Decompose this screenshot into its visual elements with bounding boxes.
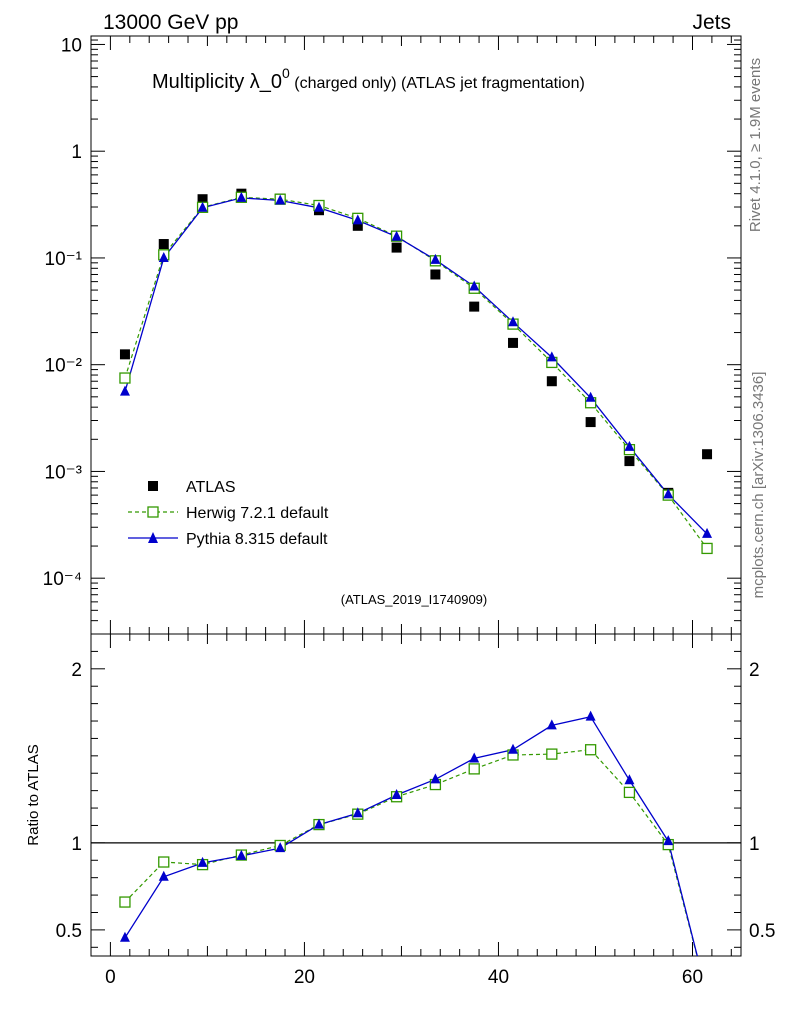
x-tick-label: 0 bbox=[105, 967, 116, 988]
pythia-ratio-point bbox=[119, 931, 130, 942]
pythia-point bbox=[702, 527, 713, 538]
pythia-ratio-point bbox=[585, 710, 596, 721]
pythia-ratio-point bbox=[508, 743, 519, 754]
herwig-ratio-point bbox=[584, 744, 597, 756]
pythia-ratio-point bbox=[275, 842, 286, 853]
pythia-ratio-point bbox=[546, 719, 557, 730]
axes-layer: 10 1 10⁻¹ 10⁻² 10⁻³ 10⁻⁴ 0 20 40 60 0.5 0.5 1 1 2 2 bbox=[43, 35, 776, 988]
atlas-point bbox=[624, 456, 635, 467]
pythia-point bbox=[119, 385, 130, 396]
ratio-axis-label: Ratio to ATLAS bbox=[25, 744, 42, 845]
ratio-y-tick-label-right: 1 bbox=[749, 834, 760, 855]
legend-pythia-marker bbox=[148, 532, 158, 543]
pythia-ratio-point bbox=[469, 752, 480, 763]
pythia-ratio-point bbox=[352, 807, 363, 818]
main-y-tick-label: 10⁻⁴ bbox=[43, 569, 82, 590]
legend-pythia-label: Pythia 8.315 default bbox=[186, 531, 328, 548]
ratio-y-tick-label-left: 1 bbox=[71, 834, 82, 855]
atlas-point bbox=[469, 301, 480, 312]
pythia-ratio-point bbox=[158, 870, 169, 881]
herwig-ratio-point bbox=[546, 748, 558, 760]
herwig-point bbox=[119, 372, 131, 384]
pythia-point bbox=[624, 440, 635, 451]
legend-atlas-label: ATLAS bbox=[186, 479, 236, 496]
atlas-point bbox=[546, 376, 557, 387]
pythia-point bbox=[313, 201, 324, 212]
ratio-y-tick-label-left: 2 bbox=[71, 660, 82, 681]
pythia-ratio-point bbox=[430, 773, 441, 784]
atlas-point bbox=[702, 449, 713, 460]
ratio-y-tick-label-left: 0.5 bbox=[56, 921, 82, 942]
ratio-y-tick-label-right: 2 bbox=[749, 660, 760, 681]
herwig-ratio-point bbox=[468, 763, 480, 775]
ratio-y-tick-label-right: 0.5 bbox=[749, 921, 775, 942]
pythia-point bbox=[430, 253, 441, 264]
series-layer bbox=[119, 188, 713, 956]
legend-atlas-marker bbox=[148, 481, 158, 491]
main-y-tick-label: 10⁻³ bbox=[45, 462, 83, 483]
plot-title: Multiplicity λ_00 (charged only) (ATLAS … bbox=[152, 65, 585, 93]
pythia-point bbox=[236, 191, 247, 202]
pythia-point bbox=[197, 201, 208, 212]
legend-herwig-marker bbox=[147, 506, 159, 518]
analysis-id-label: (ATLAS_2019_I1740909) bbox=[341, 592, 487, 607]
legend-herwig-label: Herwig 7.2.1 default bbox=[186, 505, 329, 522]
herwig-point bbox=[701, 542, 713, 555]
herwig-ratio-point bbox=[158, 856, 170, 868]
x-tick-label: 40 bbox=[488, 967, 509, 988]
plot-title-sup: 0 bbox=[282, 65, 290, 81]
atlas-point bbox=[508, 337, 519, 348]
x-tick-label: 60 bbox=[682, 967, 703, 988]
pythia-ratio-line bbox=[124, 715, 698, 956]
pythia-ratio-point bbox=[197, 856, 208, 867]
main-y-tick-label: 10 bbox=[61, 35, 82, 56]
atlas-point bbox=[430, 269, 441, 280]
atlas-point bbox=[352, 220, 363, 231]
legend: ATLAS Herwig 7.2.1 default Pythia 8.315 … bbox=[128, 479, 329, 548]
pythia-point bbox=[391, 230, 402, 241]
main-y-tick-label: 10⁻¹ bbox=[45, 249, 83, 270]
atlas-point bbox=[197, 194, 208, 205]
ratio-series-group bbox=[119, 710, 698, 956]
pythia-ratio-point bbox=[236, 849, 247, 860]
pythia-point bbox=[158, 251, 169, 262]
pythia-line bbox=[124, 197, 708, 535]
herwig-ratio-point bbox=[119, 896, 131, 908]
herwig-ratio-line bbox=[124, 749, 698, 956]
pythia-ratio-point bbox=[663, 835, 674, 846]
pythia-point bbox=[508, 316, 519, 327]
main-y-tick-label: 10⁻² bbox=[45, 356, 83, 377]
atlas-point bbox=[119, 349, 130, 360]
pythia-ratio-point bbox=[313, 818, 324, 829]
plot-title-main: Multiplicity λ_0 bbox=[152, 71, 282, 93]
header-left-label: 13000 GeV pp bbox=[103, 11, 238, 34]
pythia-point bbox=[469, 280, 480, 291]
pythia-point bbox=[275, 194, 286, 205]
pythia-point bbox=[352, 214, 363, 225]
pythia-point bbox=[585, 391, 596, 402]
x-tick-label: 20 bbox=[294, 967, 315, 988]
pythia-point bbox=[546, 351, 557, 362]
atlas-point bbox=[391, 242, 402, 253]
atlas-point bbox=[158, 239, 169, 250]
herwig-ratio-point bbox=[623, 786, 636, 799]
pythia-ratio-point bbox=[391, 789, 402, 799]
main-y-tick-label: 1 bbox=[71, 142, 82, 163]
atlas-point bbox=[585, 417, 596, 428]
pythia-ratio-point bbox=[624, 774, 635, 785]
rivet-version-label: Rivet 4.1.0, ≥ 1.9M events bbox=[747, 58, 764, 232]
plot-title-suffix: (charged only) (ATLAS jet fragmentation) bbox=[290, 75, 585, 92]
mcplots-label: mcplots.cern.ch [arXiv:1306.3436] bbox=[750, 372, 767, 599]
header-right-label: Jets bbox=[692, 11, 731, 34]
pythia-point bbox=[663, 488, 674, 499]
ratio-plot-frame bbox=[90, 633, 742, 957]
